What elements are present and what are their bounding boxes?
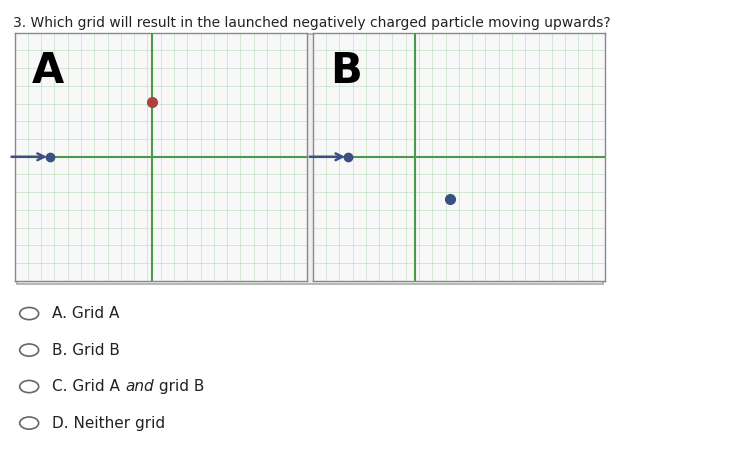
Text: B: B [330, 50, 362, 92]
Text: A. Grid A: A. Grid A [52, 306, 120, 321]
Text: A: A [32, 50, 64, 92]
Text: D. Neither grid: D. Neither grid [52, 416, 165, 431]
Text: B. Grid B: B. Grid B [52, 343, 120, 358]
Text: and: and [125, 379, 154, 394]
FancyBboxPatch shape [17, 34, 603, 284]
Text: 3. Which grid will result in the launched negatively charged particle moving upw: 3. Which grid will result in the launche… [13, 16, 611, 30]
Text: grid B: grid B [154, 379, 204, 394]
Text: C. Grid A: C. Grid A [52, 379, 125, 394]
